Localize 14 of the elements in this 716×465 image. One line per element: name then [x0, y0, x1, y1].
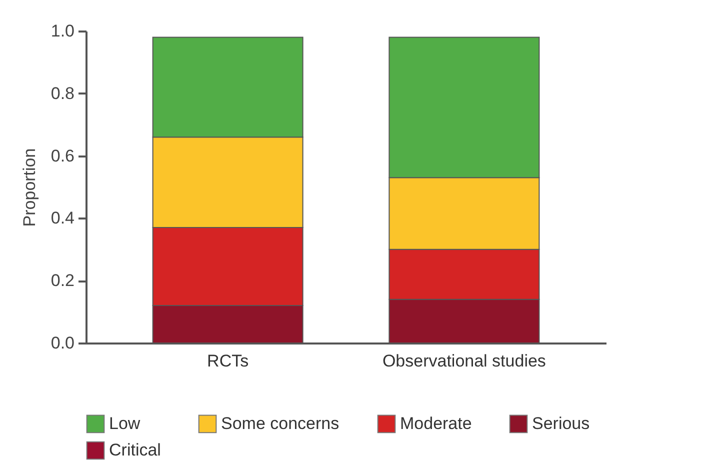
x-tick-label: Observational studies: [382, 352, 546, 370]
legend-label: Low: [109, 414, 141, 433]
y-tick-label: 1.0: [50, 22, 74, 40]
y-tick-label: 0.4: [50, 208, 74, 228]
x-tick-label: RCTs: [207, 352, 249, 370]
y-tick-label: 0.0: [50, 334, 74, 352]
y-tick-label: 0.8: [50, 84, 74, 103]
legend-label: Some concerns: [221, 414, 340, 433]
legend-label: Moderate: [400, 414, 472, 433]
y-axis-title: Proportion: [20, 148, 39, 227]
y-tick-label: 0.6: [50, 146, 74, 166]
y-tick-label: 0.2: [50, 271, 74, 290]
legend-label: Serious: [532, 414, 590, 433]
legend-label: Critical: [109, 440, 161, 460]
